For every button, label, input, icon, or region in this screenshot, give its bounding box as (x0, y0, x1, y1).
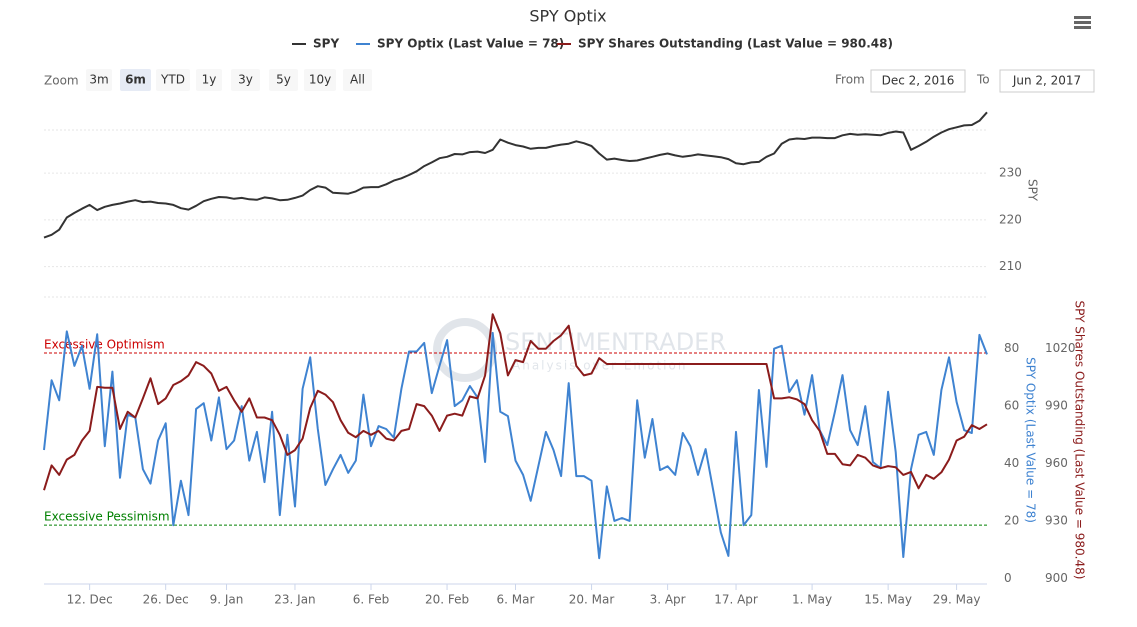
zoom-button[interactable]: 5y (269, 69, 298, 91)
watermark-tagline: Analysis over Emotion (512, 359, 687, 373)
y2-tick-label: 900 (1045, 571, 1068, 585)
y-tick-label: 20 (1004, 513, 1019, 527)
zoom-button-bg (343, 69, 372, 91)
x-tick-label: 23. Jan (274, 593, 315, 607)
legend-item[interactable]: SPY Optix (Last Value = 78) (356, 37, 564, 51)
y-tick-label: 0 (1004, 571, 1012, 585)
legend-label: SPY (313, 37, 339, 51)
menu-button[interactable] (1074, 16, 1091, 29)
zoom-button-label: 3m (89, 73, 108, 87)
zoom-button-label: 3y (238, 73, 253, 87)
watermark: SENTIMENTRADER Analysis over Emotion (433, 318, 726, 382)
zoom-button[interactable]: 6m (120, 69, 151, 91)
chart-title: SPY Optix (529, 7, 606, 26)
menu-bar (1074, 16, 1091, 19)
y-axis-title: SPY (1026, 179, 1040, 202)
zoom-button[interactable]: 3y (231, 69, 260, 91)
zoom-button[interactable]: 1y (196, 69, 222, 91)
menu-bar (1074, 21, 1091, 24)
legend-label: SPY Shares Outstanding (Last Value = 980… (578, 37, 893, 51)
legend-label: SPY Optix (Last Value = 78) (377, 37, 564, 51)
menu-bar (1074, 26, 1091, 29)
series-line (43, 313, 988, 491)
threshold-label: Excessive Pessimism (44, 510, 170, 524)
from-value: Dec 2, 2016 (882, 74, 955, 88)
zoom-button[interactable]: YTD (156, 69, 190, 91)
y-tick-label: 220 (999, 212, 1022, 226)
y-tick-label: 210 (999, 259, 1022, 273)
y-tick-label: 80 (1004, 341, 1019, 355)
y-tick-label: 40 (1004, 456, 1019, 470)
x-tick-label: 6. Feb (353, 593, 390, 607)
x-tick-label: 15. May (864, 593, 912, 607)
x-tick-label: 12. Dec (67, 593, 113, 607)
from-input[interactable] (870, 69, 966, 93)
zoom-button-label: 10y (309, 73, 331, 87)
y2-tick-label: 1020 (1045, 341, 1076, 355)
y2-tick-label: 990 (1045, 399, 1068, 413)
y2-tick-label: 930 (1045, 513, 1068, 527)
zoom-button-bg (156, 69, 190, 91)
x-tick-label: 1. May (792, 593, 832, 607)
from-label: From (835, 73, 865, 87)
zoom-button-bg (304, 69, 336, 91)
zoom-button-label: YTD (160, 73, 185, 87)
zoom-button-label: 6m (125, 73, 146, 87)
series-line (43, 111, 988, 239)
watermark-logo (433, 318, 497, 382)
x-tick-label: 6. Mar (497, 593, 535, 607)
y2-axis-title: SPY Shares Outstanding (Last Value = 980… (1073, 301, 1087, 580)
zoom-button-bg (196, 69, 222, 91)
x-tick-label: 20. Mar (569, 593, 615, 607)
zoom-button[interactable]: All (343, 69, 372, 91)
to-value: Jun 2, 2017 (1012, 74, 1081, 88)
zoom-button-bg (86, 69, 112, 91)
x-tick-label: 29. May (933, 593, 981, 607)
x-tick-label: 26. Dec (143, 593, 189, 607)
y2-tick-label: 960 (1045, 456, 1068, 470)
threshold-label: Excessive Optimism (44, 337, 165, 351)
legend-item[interactable]: SPY Shares Outstanding (Last Value = 980… (557, 37, 893, 51)
zoom-button-label: 1y (202, 73, 217, 87)
to-input[interactable] (999, 69, 1095, 93)
watermark-name: SENTIMENTRADER (505, 328, 726, 356)
y-tick-label: 60 (1004, 399, 1019, 413)
x-tick-label: 3. Apr (650, 593, 686, 607)
x-tick-label: 9. Jan (210, 593, 244, 607)
zoom-button-label: 5y (276, 73, 291, 87)
zoom-button-bg (269, 69, 298, 91)
zoom-label: Zoom (44, 74, 79, 88)
series-line (43, 330, 988, 560)
zoom-button-label: All (350, 73, 365, 87)
legend-item[interactable]: SPY (292, 37, 339, 51)
zoom-button[interactable]: 10y (304, 69, 336, 91)
zoom-button-bg (120, 69, 151, 91)
y-tick-label: 230 (999, 166, 1022, 180)
y-axis-title: SPY Optix (Last Value = 78) (1024, 357, 1038, 523)
x-tick-label: 17. Apr (714, 593, 758, 607)
to-label: To (976, 73, 990, 87)
zoom-button[interactable]: 3m (86, 69, 112, 91)
x-tick-label: 20. Feb (425, 593, 469, 607)
zoom-button-bg (231, 69, 260, 91)
